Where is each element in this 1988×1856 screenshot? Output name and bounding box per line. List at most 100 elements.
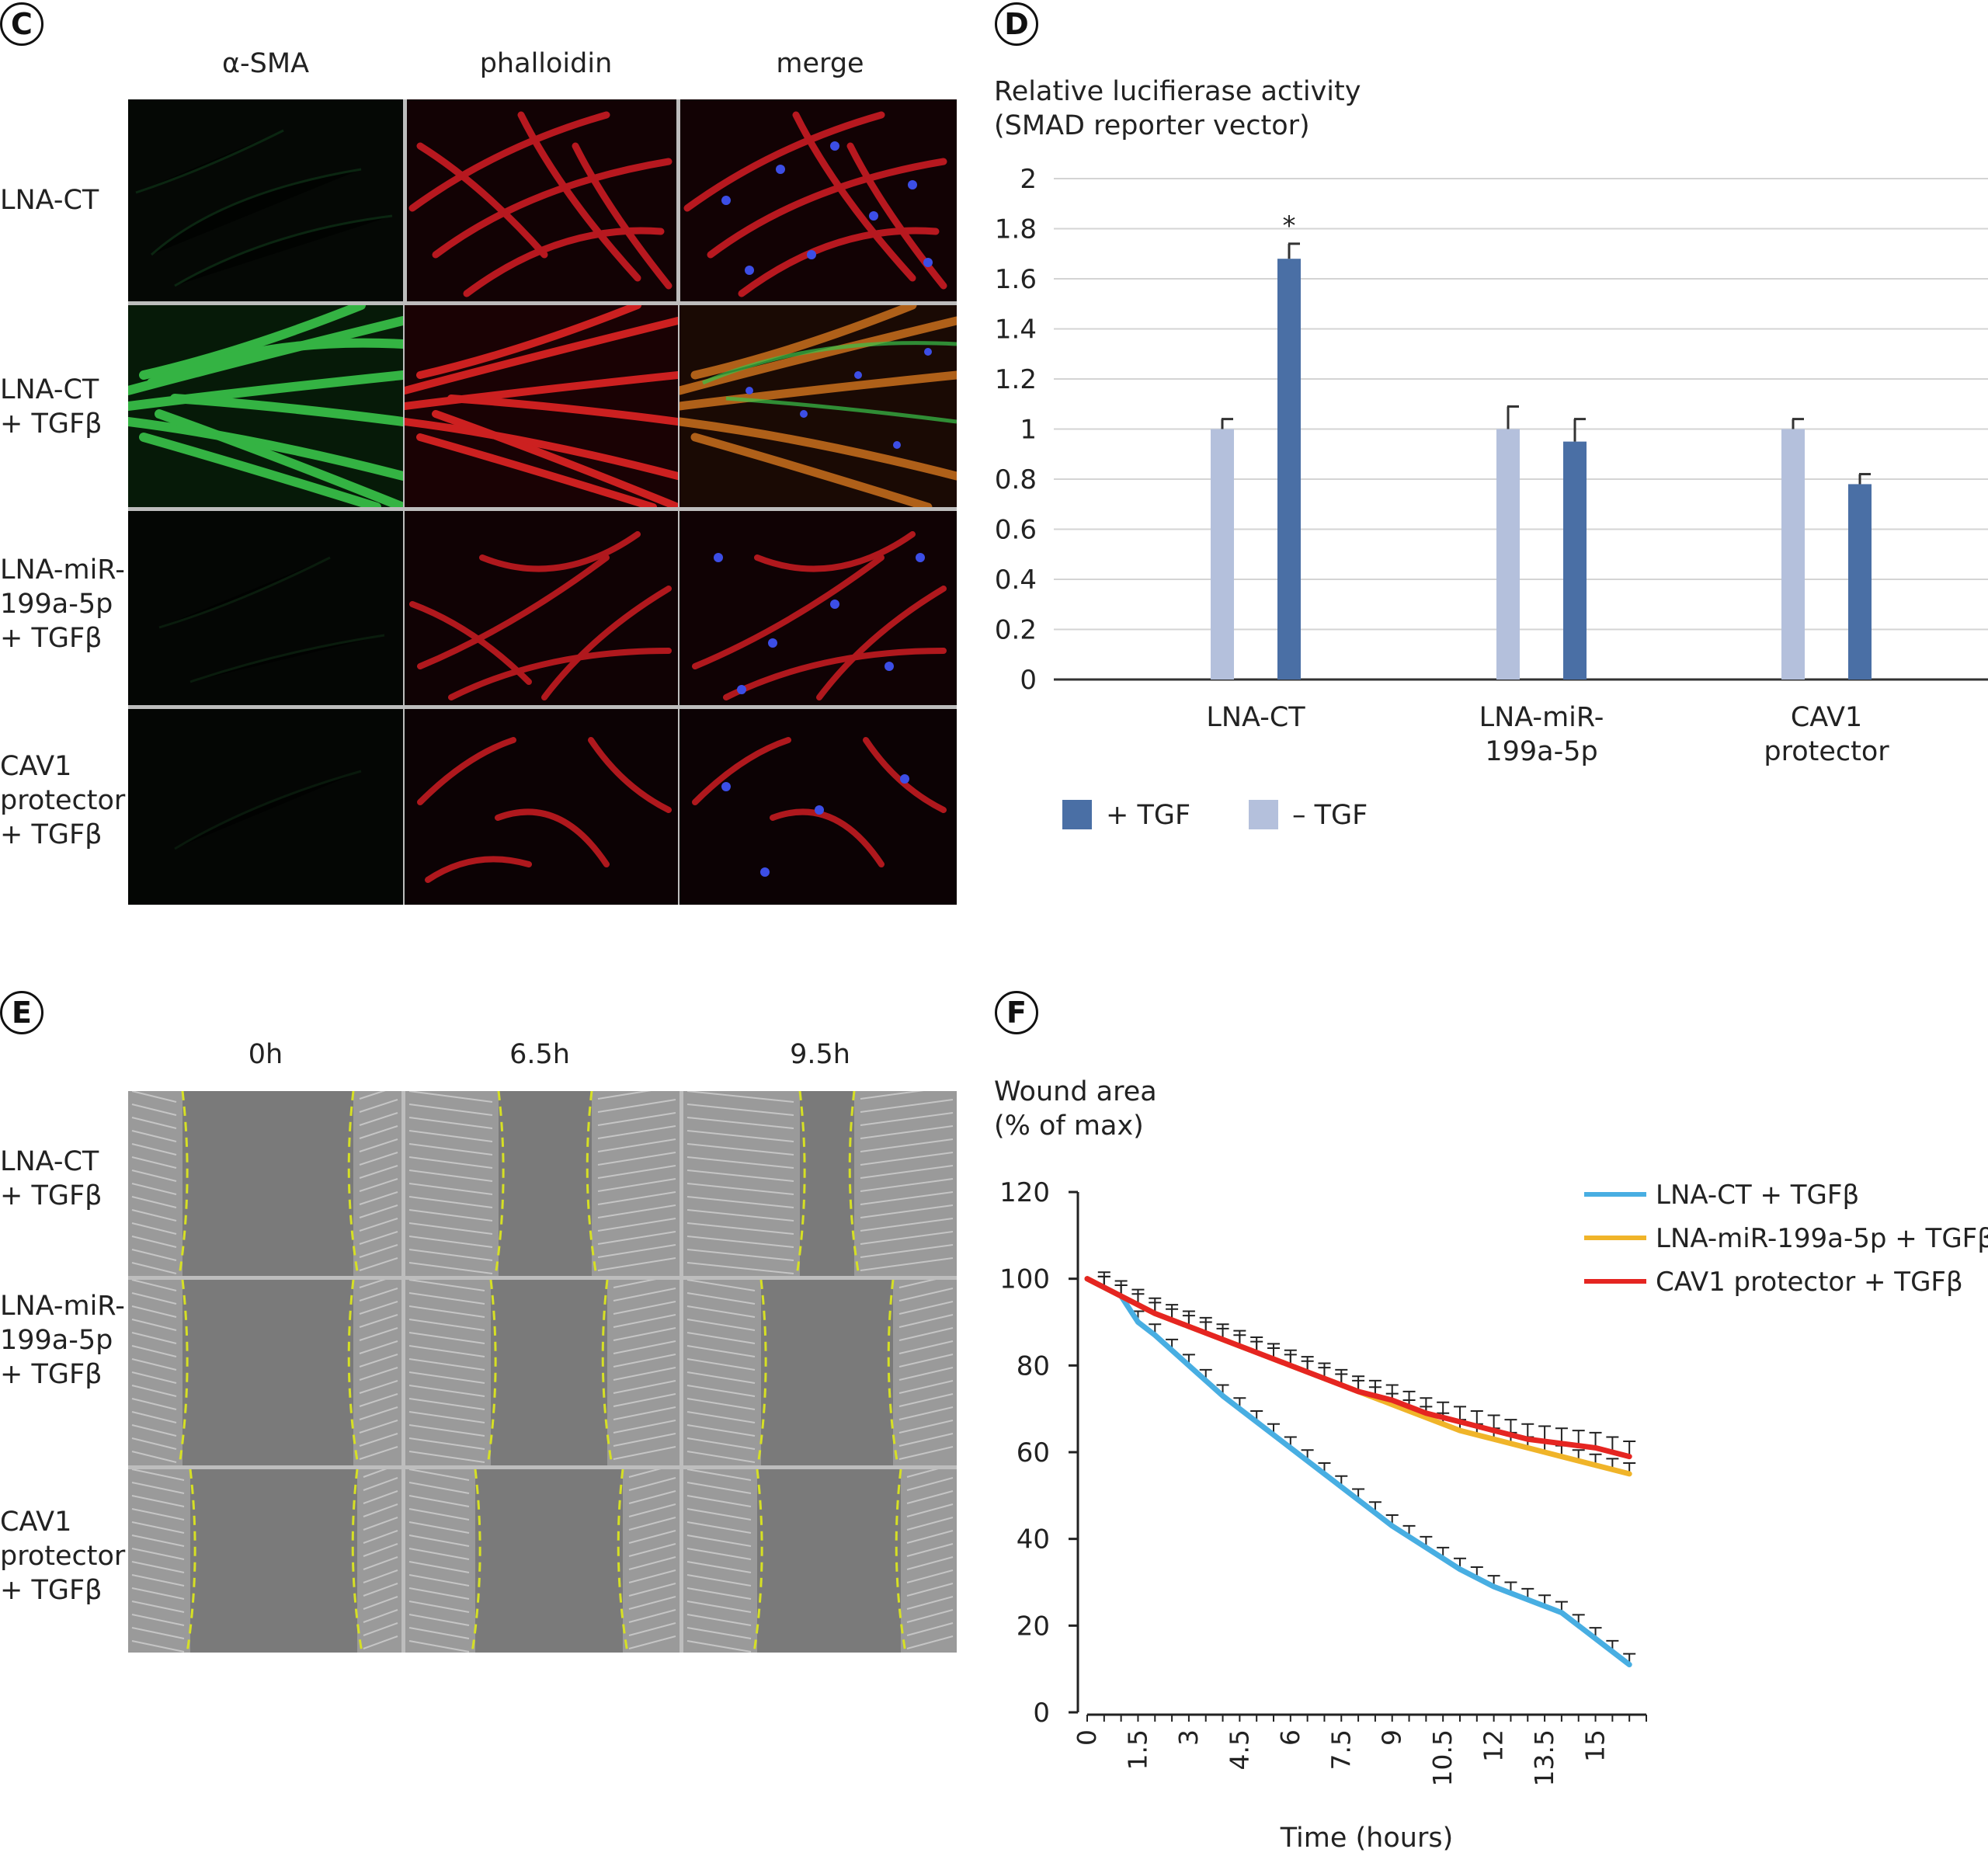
cell-streak [408, 1280, 485, 1291]
cell-streak [628, 1569, 676, 1583]
cell-streak [686, 1385, 756, 1397]
cell-streak [359, 1138, 398, 1152]
cell-streak [408, 1424, 485, 1437]
wound-edge-line [601, 1280, 613, 1465]
cell-streak [408, 1508, 470, 1521]
cell-streak [686, 1548, 752, 1560]
x-tick-label: 9 [1377, 1729, 1407, 1746]
cell-streak [898, 1393, 954, 1407]
cell-streak [906, 1490, 954, 1504]
cell-streak [686, 1222, 794, 1235]
cell-streak [686, 1345, 756, 1357]
wound-edge-line [887, 1280, 899, 1465]
cell-streak [628, 1490, 676, 1504]
wound-edge-line [178, 1280, 189, 1465]
cell-streak [906, 1569, 954, 1583]
series-line [1084, 1276, 1632, 1460]
cell-streak [686, 1196, 794, 1208]
cell-streak [628, 1517, 676, 1531]
cell-streak [408, 1222, 493, 1235]
micrograph-merge-lna-ct-tgfb [679, 305, 957, 507]
grid-divider [128, 507, 957, 511]
cell-streak [613, 1280, 657, 1288]
col-label-0h: 0h [248, 1039, 283, 1070]
y-tick-label: 1.4 [995, 315, 1037, 346]
cell-streak [906, 1503, 954, 1517]
cell-streak [131, 1280, 177, 1291]
cell-streak [131, 1358, 177, 1371]
cell-streak [131, 1292, 177, 1305]
scratch-micrograph-lna-mir-6-5h [405, 1280, 679, 1465]
panel-label-c: C [0, 2, 43, 46]
cell-streak [628, 1503, 676, 1517]
cell-streak [408, 1587, 470, 1600]
grid-divider [401, 1091, 405, 1653]
x-tick-label: 3 [1173, 1729, 1204, 1746]
cell-streak [408, 1262, 493, 1274]
cell-streak [597, 1218, 676, 1232]
x-tick-label: 7.5 [1326, 1729, 1356, 1770]
cell-monolayer [128, 1091, 182, 1276]
x-category-label: CAV1 protector [1764, 702, 1889, 767]
cell-streak [860, 1218, 954, 1232]
cell-streak [613, 1367, 676, 1381]
bar [1277, 259, 1301, 679]
cell-streak [613, 1288, 676, 1302]
y-tick-label: 100 [999, 1264, 1050, 1295]
cell-streak [131, 1411, 177, 1423]
cell-streak [613, 1433, 676, 1447]
cell-monolayer [128, 1469, 190, 1653]
panel-label-e: E [0, 991, 43, 1034]
cell-streak [898, 1280, 937, 1288]
wound-edge-line [756, 1280, 767, 1465]
cell-streak [686, 1411, 756, 1423]
cell-streak [906, 1609, 954, 1623]
bar [1848, 484, 1872, 679]
cell-streak [906, 1469, 939, 1478]
legend-label: – TGF [1292, 800, 1368, 831]
cell-streak [686, 1574, 752, 1587]
cell-streak [906, 1517, 954, 1531]
y-tick-label: 0 [1020, 665, 1037, 696]
cell-streak [131, 1156, 177, 1169]
row-label-c-4: CAV1 protector + TGFβ [0, 751, 126, 850]
cell-streak [860, 1165, 954, 1179]
cell-streak [597, 1204, 676, 1218]
cell-streak [359, 1367, 398, 1381]
grid-divider [676, 99, 680, 905]
cell-streak [359, 1152, 398, 1166]
cell-streak [906, 1556, 954, 1570]
wound-edge-line [617, 1469, 629, 1653]
cell-streak [408, 1601, 470, 1613]
cell-streak [359, 1380, 398, 1394]
y-tick-label: 1.6 [995, 264, 1037, 295]
micrograph-merge-lna-ct [679, 99, 957, 301]
x-category-label: LNA-CT [1206, 702, 1305, 733]
cell-streak [686, 1371, 756, 1384]
cell-streak [408, 1535, 470, 1547]
cell-streak [131, 1249, 177, 1261]
cell-streak [408, 1358, 485, 1371]
y-tick-label: 0.2 [995, 615, 1037, 646]
row-label-e-3: CAV1 protector + TGFβ [0, 1507, 126, 1606]
cell-streak [613, 1327, 676, 1341]
cell-streak [359, 1091, 386, 1100]
cell-streak [898, 1380, 954, 1394]
micrograph-phalloidin-lna-mir [405, 511, 678, 705]
cell-streak [408, 1170, 493, 1182]
cell-streak [131, 1521, 185, 1534]
cell-streak [359, 1178, 398, 1192]
cell-streak [131, 1587, 185, 1600]
legend-label: CAV1 protector + TGFβ [1656, 1267, 1963, 1298]
cell-streak [131, 1332, 177, 1344]
cell-streak [898, 1327, 954, 1341]
cell-streak [408, 1183, 493, 1195]
cell-streak [686, 1640, 752, 1653]
col-label-9-5h: 9.5h [790, 1039, 850, 1070]
cell-streak [131, 1424, 177, 1437]
cell-streak [131, 1170, 177, 1182]
legend-label: + TGF [1106, 800, 1190, 831]
cell-streak [686, 1469, 752, 1481]
cell-streak [686, 1319, 756, 1331]
cell-streak [686, 1482, 752, 1494]
